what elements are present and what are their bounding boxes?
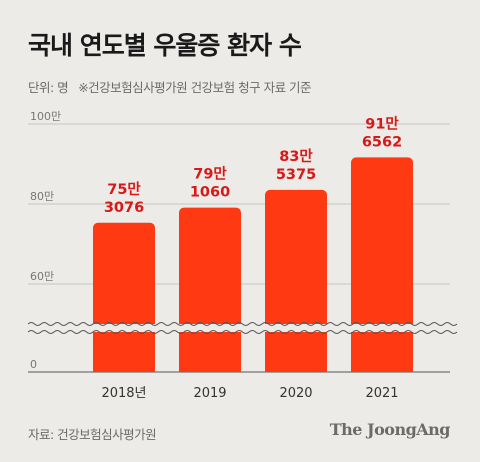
data-label-top: 91만 — [365, 115, 399, 132]
data-label-bottom: 6562 — [362, 134, 402, 150]
bar-2019 — [179, 207, 241, 372]
x-tick-label: 2020 — [279, 386, 312, 401]
y-tick-label: 80만 — [30, 190, 54, 203]
axis-break — [27, 322, 458, 334]
bar-2018년 — [93, 222, 155, 372]
bar-base — [93, 362, 155, 372]
data-labels: 75만 3076 79만 1060 83만 5375 91만 6562 — [104, 115, 402, 215]
x-tick-label: 2018년 — [101, 386, 146, 401]
bars — [93, 157, 413, 372]
data-basis-note: ※건강보험심사평가원 건강보험 청구 자료 기준 — [78, 80, 312, 95]
x-tick-label: 2021 — [365, 386, 398, 401]
axis-break-gap — [28, 324, 450, 332]
data-label-top: 79만 — [193, 166, 227, 183]
data-label-bottom: 3076 — [104, 200, 144, 216]
source-note: 자료: 건강보험심사평가원 — [28, 427, 157, 442]
bar-base — [351, 362, 413, 372]
data-label-top: 75만 — [107, 181, 141, 198]
axis-break-line-bottom — [27, 330, 458, 334]
chart-subtitle: 단위: 명 ※건강보험심사평가원 건강보험 청구 자료 기준 — [28, 77, 312, 96]
x-tick-label: 2019 — [193, 386, 226, 401]
data-label-bottom: 1060 — [190, 185, 230, 201]
data-label-bottom: 5375 — [276, 167, 316, 183]
data-label-top: 83만 — [279, 148, 313, 165]
x-axis-ticks: 2018년 2019 2020 2021 — [101, 386, 398, 401]
y-tick-label: 0 — [30, 358, 37, 371]
bar-2021 — [351, 157, 413, 372]
publisher-logo: The JoongAng — [329, 420, 451, 439]
unit-label: 단위: 명 — [28, 80, 69, 95]
page-title: 국내 연도별 우울증 환자 수 — [28, 31, 302, 60]
y-tick-label: 100만 — [30, 110, 61, 123]
bar-base — [265, 362, 327, 372]
axis-break-line-top — [27, 322, 458, 326]
bar-base — [179, 362, 241, 372]
y-tick-label: 60만 — [30, 270, 54, 283]
bar-2020 — [265, 189, 327, 372]
